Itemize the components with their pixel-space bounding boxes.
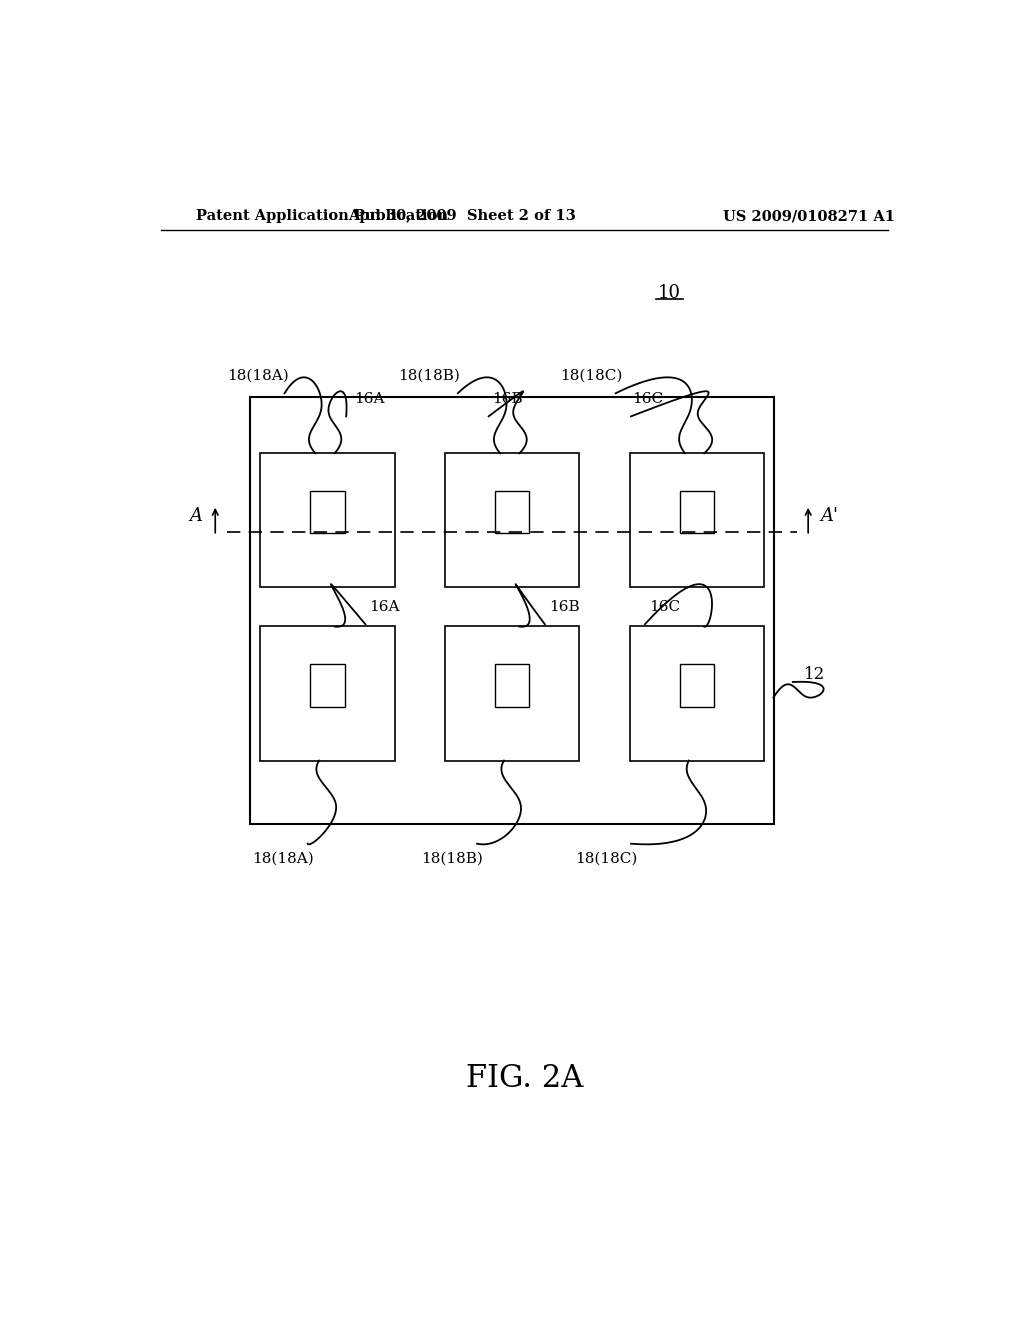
- Text: 18(18A): 18(18A): [226, 368, 289, 383]
- Text: A: A: [189, 507, 203, 525]
- Bar: [630, 453, 764, 587]
- Bar: [630, 626, 764, 760]
- Text: Apr. 30, 2009  Sheet 2 of 13: Apr. 30, 2009 Sheet 2 of 13: [348, 209, 575, 223]
- Text: Patent Application Publication: Patent Application Publication: [196, 209, 449, 223]
- Text: 18(18B): 18(18B): [398, 368, 460, 383]
- Bar: [680, 491, 714, 533]
- Bar: [680, 664, 714, 706]
- Text: US 2009/0108271 A1: US 2009/0108271 A1: [724, 209, 895, 223]
- Text: 10: 10: [658, 284, 681, 302]
- Bar: [495, 664, 529, 706]
- Text: 18(18C): 18(18C): [575, 853, 638, 866]
- Bar: [444, 453, 580, 587]
- Bar: [260, 453, 394, 587]
- Text: 16A: 16A: [370, 599, 399, 614]
- Text: 16C: 16C: [649, 599, 680, 614]
- Text: A': A': [820, 507, 838, 525]
- Text: FIG. 2A: FIG. 2A: [466, 1063, 584, 1094]
- Bar: [310, 664, 345, 706]
- Text: 18(18C): 18(18C): [560, 368, 623, 383]
- Text: 16A: 16A: [354, 392, 384, 405]
- Text: 16C: 16C: [633, 392, 664, 405]
- Bar: [444, 626, 580, 760]
- Text: 18(18A): 18(18A): [252, 853, 314, 866]
- Bar: [495, 491, 529, 533]
- Text: 16B: 16B: [549, 599, 580, 614]
- Text: 18(18B): 18(18B): [422, 853, 483, 866]
- Bar: [250, 397, 773, 825]
- Text: 12: 12: [804, 665, 825, 682]
- Bar: [260, 626, 394, 760]
- Bar: [310, 491, 345, 533]
- Text: 16B: 16B: [493, 392, 523, 405]
